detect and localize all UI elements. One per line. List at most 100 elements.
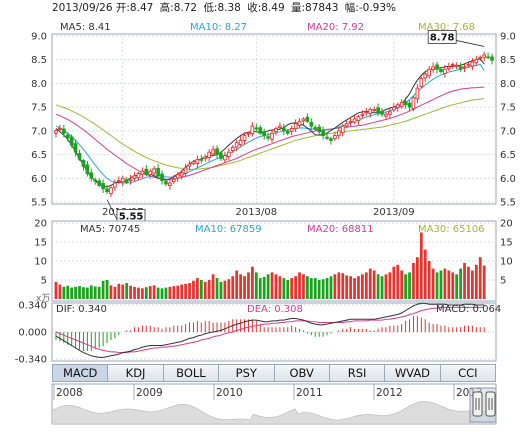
- candle: [281, 123, 286, 136]
- candle-body: [211, 149, 215, 155]
- volume-bar: [113, 286, 117, 299]
- macd-grid: [52, 304, 496, 360]
- candle-body: [333, 135, 337, 139]
- candle: [156, 164, 160, 180]
- volume-bar: [58, 284, 62, 299]
- volume-bar: [294, 276, 297, 299]
- volume-bar: [156, 287, 160, 299]
- candle-body: [458, 66, 463, 70]
- volume-bar: [419, 232, 423, 299]
- candle-body: [293, 123, 298, 129]
- candle-body: [120, 177, 125, 183]
- candle-body: [152, 168, 157, 174]
- volume-yticks-left: 20 15 10 5: [34, 219, 47, 287]
- header-high-label: 高:: [160, 1, 174, 14]
- candle-body: [352, 118, 357, 123]
- candle-body: [462, 66, 467, 69]
- volume-bar: [227, 279, 231, 299]
- candle: [171, 175, 176, 184]
- timeline-year-label: 2009: [136, 387, 163, 399]
- volume-bar: [141, 288, 144, 299]
- volume-bar: [400, 270, 404, 299]
- candle-body: [113, 182, 117, 188]
- candle-body: [454, 64, 459, 67]
- candle-body: [270, 132, 274, 140]
- candle: [427, 65, 432, 79]
- candle-body: [313, 127, 318, 130]
- price-ma-legend: MA5: 8.41 MA10: 8.27 MA20: 7.92 MA30: 7.…: [60, 22, 475, 33]
- candle: [388, 107, 392, 119]
- candle: [97, 178, 102, 188]
- volume-bar: [408, 272, 411, 299]
- candle: [226, 148, 231, 161]
- volume-bar: [282, 278, 286, 299]
- volume-bar: [471, 270, 474, 299]
- candle-body: [446, 66, 451, 69]
- volume-bar: [376, 274, 380, 299]
- candle: [258, 125, 263, 135]
- candle: [148, 168, 153, 179]
- volume-bar: [435, 272, 439, 299]
- candle: [309, 118, 314, 131]
- volume-bar: [89, 285, 93, 299]
- macd-lines: [55, 302, 485, 358]
- header-date: 2013/09/26: [52, 2, 113, 14]
- annotation-box: [427, 30, 457, 44]
- candle-body: [305, 116, 310, 122]
- volume-bar: [133, 286, 136, 299]
- timeline-right-handle[interactable]: [485, 391, 496, 417]
- tab-macd[interactable]: MACD: [53, 365, 109, 381]
- candle-body: [250, 125, 255, 135]
- tab-kdj[interactable]: KDJ: [108, 365, 164, 381]
- candle: [238, 136, 243, 147]
- y-tick-label: 10: [500, 257, 513, 268]
- volume-bar: [215, 278, 219, 299]
- candle-body: [140, 170, 145, 175]
- candle-body: [81, 160, 86, 167]
- volume-bar: [168, 286, 172, 299]
- volume-bar: [211, 274, 215, 299]
- candle: [144, 165, 149, 177]
- y-tick-label: 15: [34, 238, 47, 249]
- candle-body: [223, 155, 227, 161]
- candle-body: [219, 152, 223, 159]
- candle-body: [368, 109, 373, 114]
- candle-body: [97, 180, 102, 186]
- volume-bar: [148, 286, 152, 299]
- candle: [458, 62, 463, 72]
- volume-bar: [192, 280, 195, 299]
- volume-bar: [302, 274, 305, 299]
- candle: [297, 118, 302, 129]
- tab-cci[interactable]: CCI: [458, 366, 478, 380]
- header-close: 8.49: [261, 2, 284, 14]
- candle: [372, 106, 377, 113]
- volume-ma-legend: MA5: 70745 MA10: 67859 MA20: 68811 MA30:…: [80, 224, 485, 235]
- candle: [109, 186, 113, 198]
- candle-body: [348, 120, 353, 123]
- candle-body: [482, 54, 487, 58]
- vol-ma30-legend: MA30: 65106: [418, 224, 485, 235]
- candle-body: [415, 87, 420, 100]
- candle-body: [144, 168, 149, 175]
- macd-value-legend: MACD: 0.064: [436, 304, 501, 315]
- timeline-left-handle[interactable]: [472, 391, 483, 417]
- candle-body: [281, 127, 286, 132]
- volume-bar: [196, 278, 199, 299]
- volume-bar: [396, 264, 400, 299]
- candle-body: [317, 126, 322, 133]
- timeline-history-area: [51, 401, 497, 425]
- tab-rsi[interactable]: RSI: [330, 365, 386, 381]
- header-volume-label: 量:: [291, 2, 305, 14]
- candle: [474, 55, 479, 66]
- volume-bar: [325, 278, 329, 299]
- candle-body: [486, 56, 490, 59]
- volume-bar: [345, 275, 349, 299]
- tab-psy[interactable]: PSY: [219, 365, 275, 381]
- candle: [329, 136, 333, 145]
- tab-obv[interactable]: OBV: [275, 365, 330, 381]
- candle-body: [435, 64, 439, 70]
- tab-wvad[interactable]: WVAD: [385, 365, 441, 381]
- tab-boll[interactable]: BOLL: [164, 365, 220, 381]
- candle-body: [242, 135, 247, 141]
